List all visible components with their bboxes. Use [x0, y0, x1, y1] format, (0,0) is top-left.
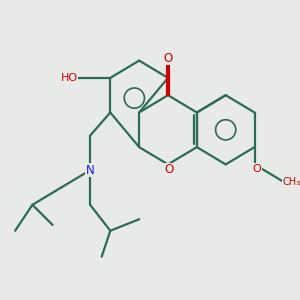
Text: O: O: [253, 164, 261, 174]
Text: N: N: [86, 164, 94, 177]
Text: HO: HO: [61, 73, 78, 83]
Text: O: O: [165, 163, 174, 176]
Text: CH₃: CH₃: [282, 177, 300, 187]
Text: O: O: [164, 52, 172, 65]
